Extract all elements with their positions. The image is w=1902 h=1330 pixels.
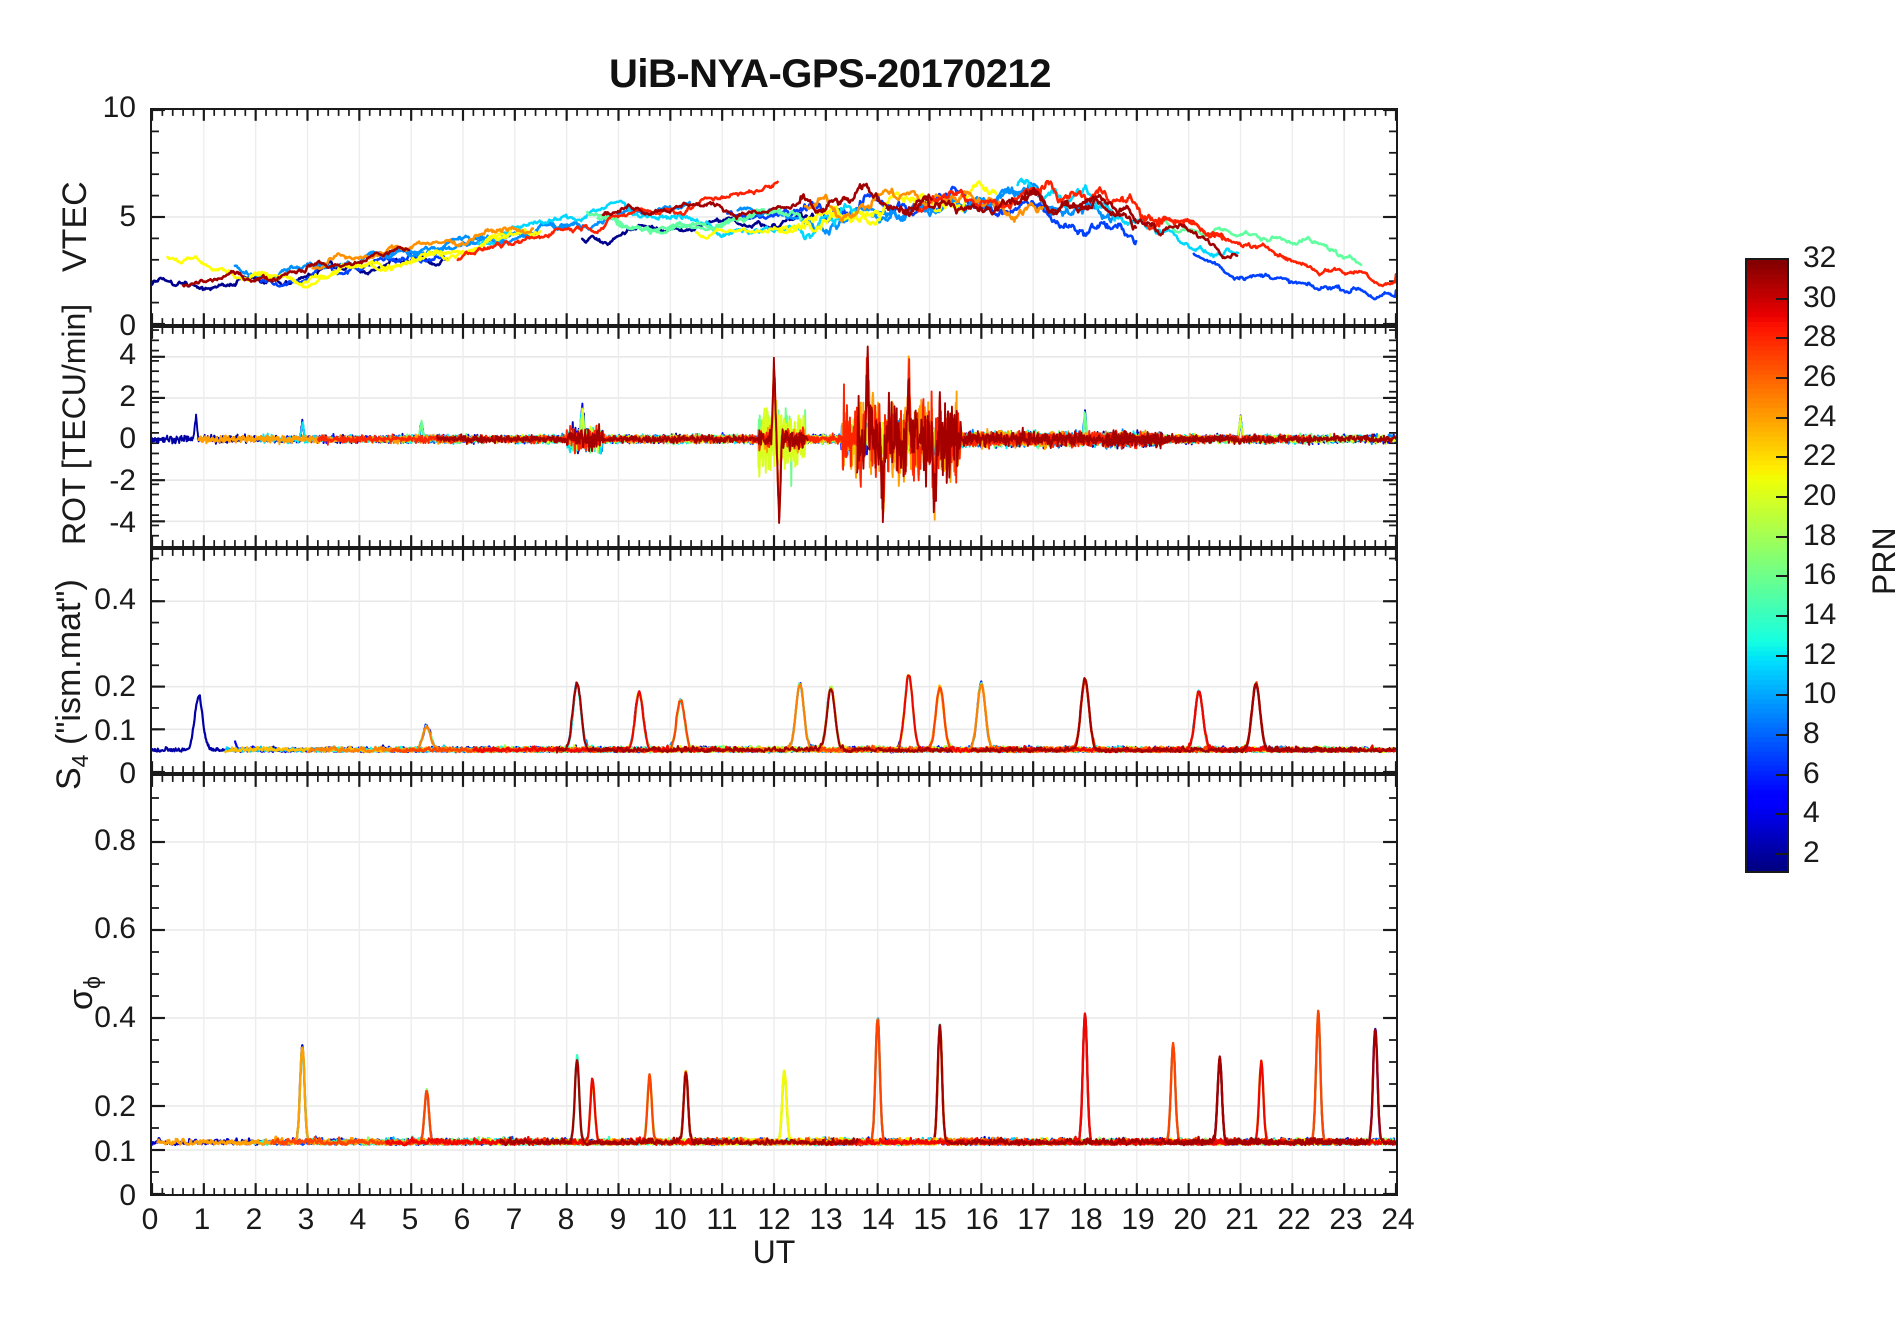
- colorbar-tick-label: 30: [1803, 280, 1837, 314]
- y-tick-label: 0.6: [94, 912, 136, 946]
- colorbar-tick-mark: [1776, 853, 1789, 856]
- colorbar-tick-mark: [1776, 496, 1789, 499]
- colorbar-axis-label: PRN: [1866, 527, 1902, 595]
- x-tick-label: 5: [401, 1203, 419, 1236]
- colorbar-tick-label: 32: [1803, 241, 1837, 274]
- x-tick-label: 22: [1277, 1203, 1311, 1236]
- y-tick-label: 0.2: [94, 1090, 136, 1124]
- x-tick-label: 2: [245, 1203, 263, 1236]
- colorbar-tick-label: 16: [1803, 558, 1837, 592]
- colorbar-tick-label: 18: [1803, 518, 1837, 552]
- x-tick-label: 9: [609, 1203, 627, 1236]
- x-tick-label: 21: [1225, 1203, 1259, 1236]
- sigma-label-subscript: ϕ: [79, 976, 106, 990]
- panel-rot: [150, 326, 1398, 548]
- x-tick-label: 8: [557, 1203, 575, 1236]
- y-tick-label: 4: [119, 338, 136, 372]
- colorbar-tick-mark: [1776, 654, 1789, 657]
- colorbar-tick-label: 14: [1803, 598, 1837, 632]
- colorbar-tick-mark: [1776, 258, 1789, 260]
- colorbar-tick-label: 6: [1803, 756, 1820, 790]
- figure-title: UiB-NYA-GPS-20170212: [608, 52, 1052, 96]
- x-tick-label: 7: [505, 1203, 523, 1236]
- colorbar-tick-label: 8: [1803, 717, 1820, 751]
- colorbar-tick-mark: [1776, 734, 1789, 737]
- y-tick-label: 5: [119, 200, 136, 233]
- y-tick-label: 0: [119, 1179, 136, 1212]
- x-tick-label: 4: [349, 1203, 367, 1236]
- y-tick-label: 2: [119, 380, 136, 414]
- colorbar-tick-mark: [1776, 615, 1789, 618]
- x-tick-label: 24: [1381, 1203, 1415, 1236]
- x-axis-label: UT: [752, 1234, 796, 1270]
- x-tick-label: 1: [193, 1203, 211, 1236]
- sigma-phi-plot-area: [152, 776, 1396, 1194]
- colorbar-tick-mark: [1776, 377, 1789, 380]
- x-tick-label: 17: [1017, 1203, 1051, 1236]
- colorbar-tick-mark: [1776, 773, 1789, 776]
- x-tick-label: 6: [453, 1203, 471, 1236]
- s4-plot-area: [152, 550, 1396, 772]
- colorbar-tick-mark: [1776, 535, 1789, 538]
- y-tick-label: -2: [109, 463, 136, 497]
- panel-sigma-phi: [150, 774, 1398, 1196]
- y-tick-label: 0.4: [94, 583, 136, 617]
- x-tick-label: 20: [1173, 1203, 1207, 1236]
- x-tick-label: 11: [706, 1203, 738, 1236]
- colorbar-tick-mark: [1776, 575, 1789, 578]
- y-tick-label: 0.2: [94, 670, 136, 704]
- colorbar-tick-label: 20: [1803, 479, 1837, 513]
- colorbar-tick-mark: [1776, 813, 1789, 816]
- x-tick-label: 13: [809, 1203, 843, 1236]
- colorbar-tick-mark: [1776, 297, 1789, 300]
- y-tick-label: 0.1: [94, 1134, 136, 1168]
- x-tick-label: 16: [965, 1203, 999, 1236]
- rot-plot-area: [152, 328, 1396, 546]
- y-tick-label: 0.8: [94, 823, 136, 857]
- colorbar-tick-label: 4: [1803, 796, 1820, 830]
- y-tick-label: 0: [119, 757, 136, 790]
- colorbar-tick-label: 26: [1803, 360, 1837, 394]
- colorbar-tick-mark: [1776, 416, 1789, 419]
- colorbar-tick-label: 22: [1803, 439, 1837, 473]
- x-tick-label: 10: [653, 1203, 687, 1236]
- panel-vtec: [150, 108, 1398, 326]
- x-tick-label: 18: [1069, 1203, 1103, 1236]
- x-tick-label: 14: [861, 1203, 895, 1236]
- vtec-plot-area: [152, 110, 1396, 324]
- colorbar-gradient: [1747, 260, 1787, 871]
- x-tick-label: 23: [1329, 1203, 1363, 1236]
- colorbar-tick-label: 12: [1803, 637, 1837, 671]
- y-tick-label: 10: [102, 91, 136, 124]
- panel-s4: [150, 548, 1398, 774]
- x-tick-label: 0: [141, 1203, 159, 1236]
- x-tick-label: 15: [913, 1203, 947, 1236]
- colorbar-tick-mark: [1776, 337, 1789, 340]
- colorbar-tick-mark: [1776, 456, 1789, 459]
- colorbar-tick-label: 28: [1803, 320, 1837, 354]
- y-tick-label: 0: [119, 422, 136, 456]
- x-tick-label: 19: [1121, 1203, 1155, 1236]
- colorbar-tick-mark: [1776, 694, 1789, 697]
- y-tick-label: 0.1: [94, 713, 136, 747]
- y-tick-label: 0: [119, 309, 136, 342]
- y-tick-label: -4: [109, 505, 136, 539]
- colorbar: [1745, 258, 1789, 873]
- colorbar-tick-label: 2: [1803, 836, 1820, 870]
- y-tick-label: 0.4: [94, 1001, 136, 1035]
- colorbar-tick-label: 10: [1803, 677, 1837, 711]
- colorbar-tick-label: 24: [1803, 399, 1837, 433]
- x-tick-label: 12: [757, 1203, 791, 1236]
- x-tick-label: 3: [297, 1203, 315, 1236]
